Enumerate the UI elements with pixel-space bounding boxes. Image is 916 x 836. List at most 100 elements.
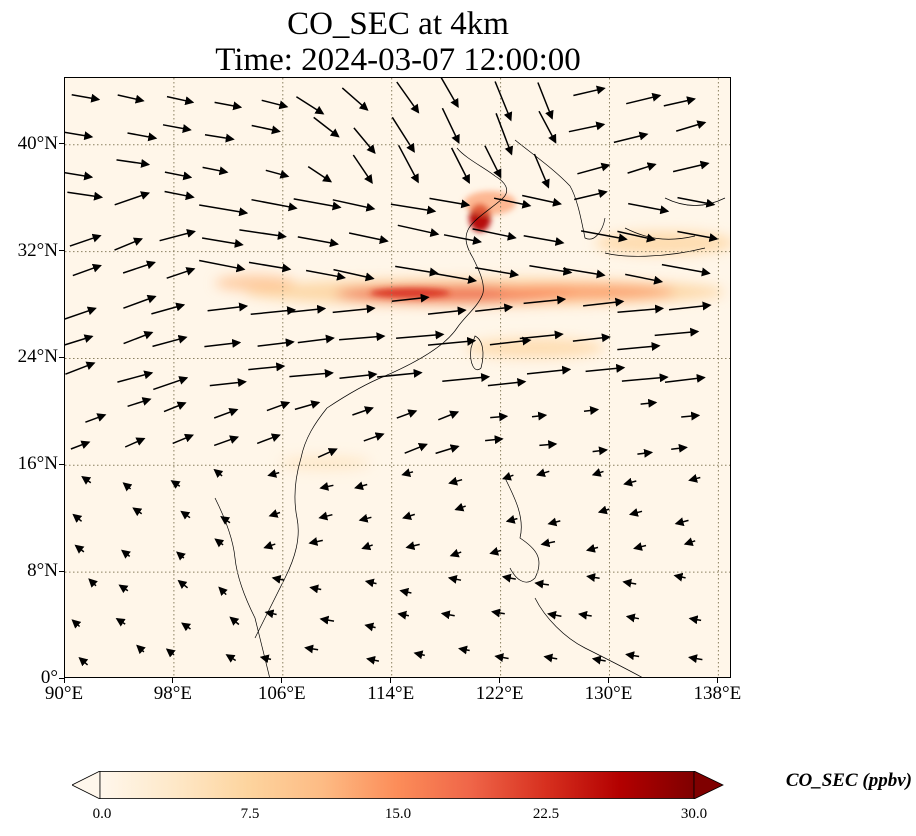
wind-arrow (562, 267, 606, 279)
wind-arrow (627, 162, 657, 174)
wind-arrow (591, 655, 606, 665)
wind-arrow (442, 373, 491, 382)
wind-arrow (297, 236, 339, 248)
wind-arrow (633, 542, 647, 551)
wind-arrow (65, 306, 97, 320)
wind-arrow (441, 107, 460, 144)
wind-arrow (354, 481, 368, 491)
wind-arrow (259, 654, 272, 664)
wind-arrow (458, 645, 470, 655)
wind-arrow (204, 133, 235, 143)
wind-arrow (251, 124, 281, 135)
wind-arrow (675, 120, 707, 132)
wind-arrow (535, 468, 550, 478)
wind-arrow (391, 293, 430, 303)
wind-arrow (85, 413, 107, 423)
wind-arrow (583, 297, 625, 307)
wind-arrow (318, 511, 333, 521)
x-tick-mark (281, 678, 283, 683)
x-tick-mark (607, 678, 609, 683)
wind-arrow (448, 476, 463, 486)
y-tick-label: 24°N (17, 346, 58, 368)
wind-arrow (65, 361, 96, 375)
wind-arrow (72, 513, 83, 523)
wind-arrow (523, 235, 565, 246)
wind-arrow (397, 224, 440, 237)
wind-arrow (214, 538, 225, 548)
y-tick-label: 32°N (17, 239, 58, 261)
wind-arrow (390, 203, 437, 215)
wind-arrow (668, 301, 712, 311)
wind-arrow (164, 190, 195, 201)
wind-arrow (523, 295, 567, 305)
wind-arrow (413, 650, 425, 660)
colorbar-tick-label: 30.0 (680, 806, 708, 822)
y-tick-label: 8°N (27, 560, 58, 582)
wind-arrow (585, 543, 599, 553)
y-tick-label: 40°N (17, 132, 58, 154)
wind-arrow (449, 548, 462, 558)
wind-arrow (304, 644, 319, 654)
wind-arrow (547, 610, 562, 620)
wind-arrow (501, 573, 516, 583)
wind-arrow (447, 574, 462, 584)
wind-arrow (116, 158, 151, 168)
wind-arrow (263, 540, 276, 550)
wind-arrow (401, 468, 414, 477)
wind-arrow (672, 160, 710, 173)
wind-arrow (180, 510, 191, 520)
colorbar-label: CO_SEC (ppbv) (785, 770, 912, 791)
wind-arrow (78, 657, 89, 667)
y-tick-mark (59, 570, 64, 572)
wind-arrow (572, 333, 611, 343)
wind-arrow (474, 266, 520, 279)
wind-arrow (339, 370, 378, 380)
wind-arrow (181, 622, 192, 632)
wind-arrow (577, 162, 611, 175)
wind-arrow (637, 448, 654, 458)
wind-arrow (127, 132, 158, 142)
wind-arrow (495, 113, 514, 156)
wind-arrow (251, 198, 298, 212)
wind-arrow (677, 230, 719, 242)
y-tick-mark (59, 356, 64, 358)
wind-arrow (537, 82, 554, 120)
wind-arrow (396, 81, 420, 114)
colorbar-tick-label: 22.5 (532, 806, 560, 822)
wind-arrow (117, 370, 154, 383)
wind-arrow (377, 368, 423, 378)
plume-taiwan (465, 338, 605, 358)
wind-arrow (264, 609, 277, 619)
wind-arrow (333, 268, 375, 282)
plume-shandong-halo (464, 191, 516, 215)
wind-arrow (621, 373, 669, 383)
wind-arrow (396, 330, 445, 340)
wind-arrow (364, 578, 377, 588)
wind-arrow (267, 469, 280, 478)
wind-arrow (472, 228, 517, 241)
wind-arrow (199, 259, 246, 273)
wind-arrow (519, 330, 564, 340)
wind-arrow (332, 304, 376, 314)
wind-arrow (248, 261, 292, 273)
y-tick-mark (59, 250, 64, 252)
wind-arrow (118, 584, 129, 594)
wind-arrow (366, 655, 380, 665)
wind-arrow (115, 617, 126, 627)
wind-arrow (574, 189, 608, 201)
wind-arrow (307, 165, 333, 183)
wind-arrow (661, 263, 711, 277)
wind-arrow (617, 230, 656, 243)
wind-arrow (475, 303, 514, 313)
wind-arrow (293, 198, 342, 211)
wind-arrow (395, 265, 439, 277)
wind-arrow (501, 471, 514, 481)
wind-arrow (164, 171, 193, 181)
wind-arrow (485, 435, 504, 445)
wind-arrow (319, 615, 335, 625)
wind-arrow (162, 124, 192, 133)
wind-arrow (539, 440, 558, 450)
x-tick-mark (499, 678, 501, 683)
wind-arrow (538, 110, 557, 144)
wind-arrow (358, 513, 372, 523)
